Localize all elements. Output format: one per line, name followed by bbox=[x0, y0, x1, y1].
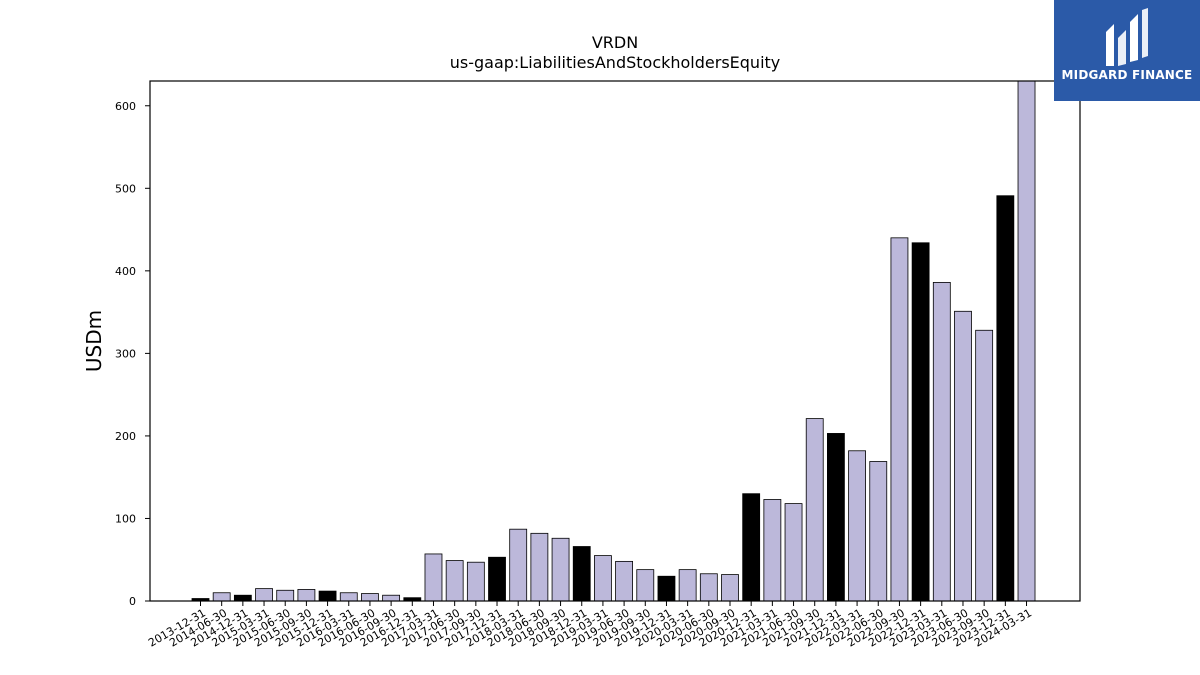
bar-2020-09-30 bbox=[721, 574, 739, 602]
bar-2018-06-30 bbox=[530, 532, 549, 602]
bar-2018-12-31 bbox=[572, 546, 591, 602]
y-tick-label: 600 bbox=[115, 100, 136, 113]
bar-2023-12-31 bbox=[996, 195, 1015, 602]
brand-name: MIDGARD FINANCE bbox=[1061, 68, 1193, 82]
bar-2023-03-31 bbox=[932, 281, 951, 602]
bar-2023-06-30 bbox=[954, 310, 972, 602]
bar-2019-09-30 bbox=[636, 569, 655, 602]
bar-2023-09-30 bbox=[975, 329, 994, 602]
plot-frame bbox=[149, 80, 1081, 602]
bar-2022-12-31 bbox=[911, 242, 930, 602]
bar-2019-06-30 bbox=[615, 560, 633, 602]
bar-2020-03-31 bbox=[678, 569, 697, 602]
y-tick-label: 400 bbox=[115, 265, 136, 278]
bar-2016-09-30 bbox=[382, 594, 401, 602]
bar-2015-12-31 bbox=[318, 590, 337, 602]
bars-group bbox=[191, 80, 1036, 602]
bar-2021-12-31 bbox=[827, 433, 845, 602]
bar-2019-03-31 bbox=[594, 555, 612, 602]
bar-2017-12-31 bbox=[488, 556, 506, 602]
bar-2021-06-30 bbox=[784, 503, 803, 602]
bar-2014-12-31 bbox=[233, 594, 252, 602]
bar-2015-03-31 bbox=[255, 588, 273, 602]
y-axis: 0 100 200 300 400 500 600 bbox=[115, 100, 150, 608]
chart-title: VRDN bbox=[592, 33, 638, 52]
bar-2021-03-31 bbox=[763, 499, 782, 602]
y-tick-label: 500 bbox=[115, 182, 136, 195]
bar-2015-06-30 bbox=[276, 589, 295, 602]
bar-2019-12-31 bbox=[657, 575, 676, 602]
y-axis-label: USDm bbox=[82, 310, 106, 372]
bar-2024-03-31 bbox=[1017, 80, 1036, 602]
bar-2015-09-30 bbox=[297, 589, 316, 602]
bar-2016-06-30 bbox=[361, 593, 379, 602]
bar-2018-09-30 bbox=[551, 537, 570, 602]
bar-2020-06-30 bbox=[699, 573, 718, 602]
chart-subtitle: us-gaap:LiabilitiesAndStockholdersEquity bbox=[450, 53, 781, 72]
midgard-logo-icon bbox=[1106, 8, 1148, 66]
bar-2022-09-30 bbox=[890, 237, 909, 602]
x-axis: 2013-12-312014-06-302014-12-312015-03-31… bbox=[146, 601, 1034, 650]
bar-2022-06-30 bbox=[869, 461, 888, 602]
bar-2016-03-31 bbox=[339, 592, 358, 602]
bar-2018-03-31 bbox=[509, 528, 528, 602]
bar-2020-12-31 bbox=[742, 493, 761, 602]
y-tick-label: 200 bbox=[115, 430, 136, 443]
brand-logo: MIDGARD FINANCE bbox=[1054, 0, 1200, 101]
bar-2017-03-31 bbox=[424, 553, 443, 602]
bar-2017-06-30 bbox=[445, 560, 464, 602]
y-tick-label: 100 bbox=[115, 512, 136, 525]
y-tick-label: 300 bbox=[115, 347, 136, 360]
bar-2022-03-31 bbox=[848, 450, 866, 602]
y-tick-label: 0 bbox=[129, 595, 136, 608]
bar-2017-09-30 bbox=[466, 561, 485, 602]
bar-2014-06-30 bbox=[212, 592, 231, 602]
bar-2021-09-30 bbox=[805, 418, 824, 602]
